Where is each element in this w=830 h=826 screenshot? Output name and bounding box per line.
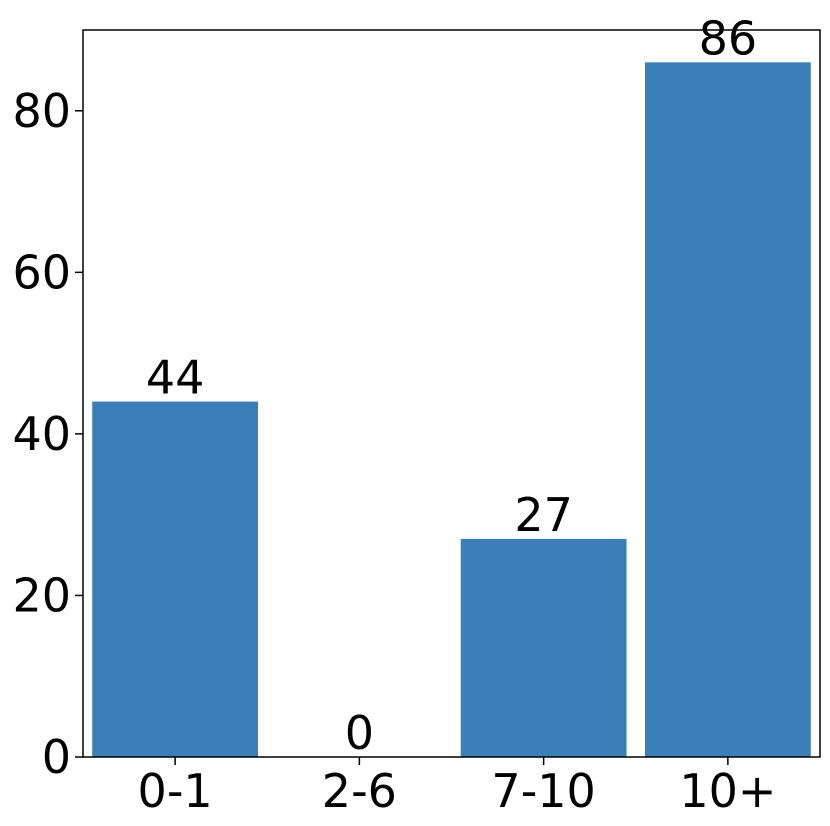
bar-7-10 bbox=[460, 538, 627, 757]
y-tick-label: 40 bbox=[12, 407, 71, 461]
data-label: 0 bbox=[345, 706, 374, 760]
bars-group bbox=[92, 62, 811, 758]
y-tick-label: 0 bbox=[42, 730, 71, 784]
y-tick-label: 20 bbox=[12, 568, 71, 622]
plot-frame bbox=[82, 29, 821, 758]
bar-0-1 bbox=[92, 401, 259, 757]
x-tick-label: 10+ bbox=[679, 764, 776, 818]
data-label: 44 bbox=[146, 351, 205, 405]
bar-10+ bbox=[644, 62, 811, 758]
y-tick-label: 80 bbox=[12, 84, 71, 138]
data-labels-group: 44 0 27 86 bbox=[146, 11, 757, 760]
data-label: 86 bbox=[699, 11, 758, 65]
x-tick-label: 0-1 bbox=[138, 764, 213, 818]
data-label: 27 bbox=[514, 488, 573, 542]
x-tick-label: 2-6 bbox=[322, 764, 397, 818]
x-axis: 0-1 2-6 7-10 10+ bbox=[138, 757, 776, 818]
x-tick-label: 7-10 bbox=[491, 764, 595, 818]
y-tick-label: 60 bbox=[12, 245, 71, 299]
y-axis: 0 20 40 60 80 bbox=[12, 84, 83, 784]
